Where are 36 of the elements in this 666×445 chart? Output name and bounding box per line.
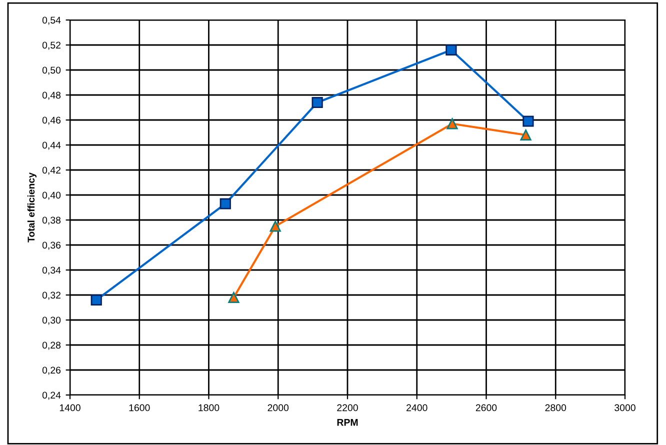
y-tick-label: 0,42 xyxy=(42,166,60,175)
x-tick-label: 1800 xyxy=(198,404,220,412)
x-axis-title: RPM xyxy=(337,419,358,426)
y-tick-label: 0,26 xyxy=(42,366,61,375)
y-tick-label: 0,48 xyxy=(42,92,61,100)
point xyxy=(220,198,231,210)
x-tick-label: 1400 xyxy=(60,404,80,412)
x-tick-label: 1600 xyxy=(129,404,150,412)
x-tick-label: 2800 xyxy=(545,404,566,412)
y-tick-label: 0,38 xyxy=(42,216,61,225)
point xyxy=(446,44,457,56)
point xyxy=(228,292,240,304)
y-tick-label: 0,36 xyxy=(42,242,61,250)
point xyxy=(520,129,532,141)
point xyxy=(270,220,281,232)
y-tick-label: 0,52 xyxy=(42,42,60,50)
x-tick-label: 2200 xyxy=(337,404,358,412)
x-tick-label: 2000 xyxy=(268,404,289,412)
x-tick-label: 2400 xyxy=(406,404,428,412)
x-tick-label: 2600 xyxy=(476,404,497,412)
y-tick-label: 0,44 xyxy=(42,142,61,150)
y-axis-title: Total efficiency xyxy=(27,172,36,242)
y-tick-label: 0,24 xyxy=(42,392,61,400)
point xyxy=(312,96,323,108)
point xyxy=(522,116,534,127)
x-tick-label: 3000 xyxy=(614,404,636,412)
y-tick-label: 0,46 xyxy=(42,116,61,125)
y-tick-label: 0,34 xyxy=(42,266,61,275)
y-tick-label: 0,50 xyxy=(42,66,61,75)
y-tick-label: 0,28 xyxy=(42,342,61,350)
point xyxy=(90,294,102,306)
y-tick-label: 0,32 xyxy=(42,292,60,300)
y-tick-label: 0,54 xyxy=(42,16,61,25)
y-tick-label: 0,40 xyxy=(42,192,61,200)
point xyxy=(446,118,458,130)
y-tick-label: 0,30 xyxy=(42,316,61,325)
